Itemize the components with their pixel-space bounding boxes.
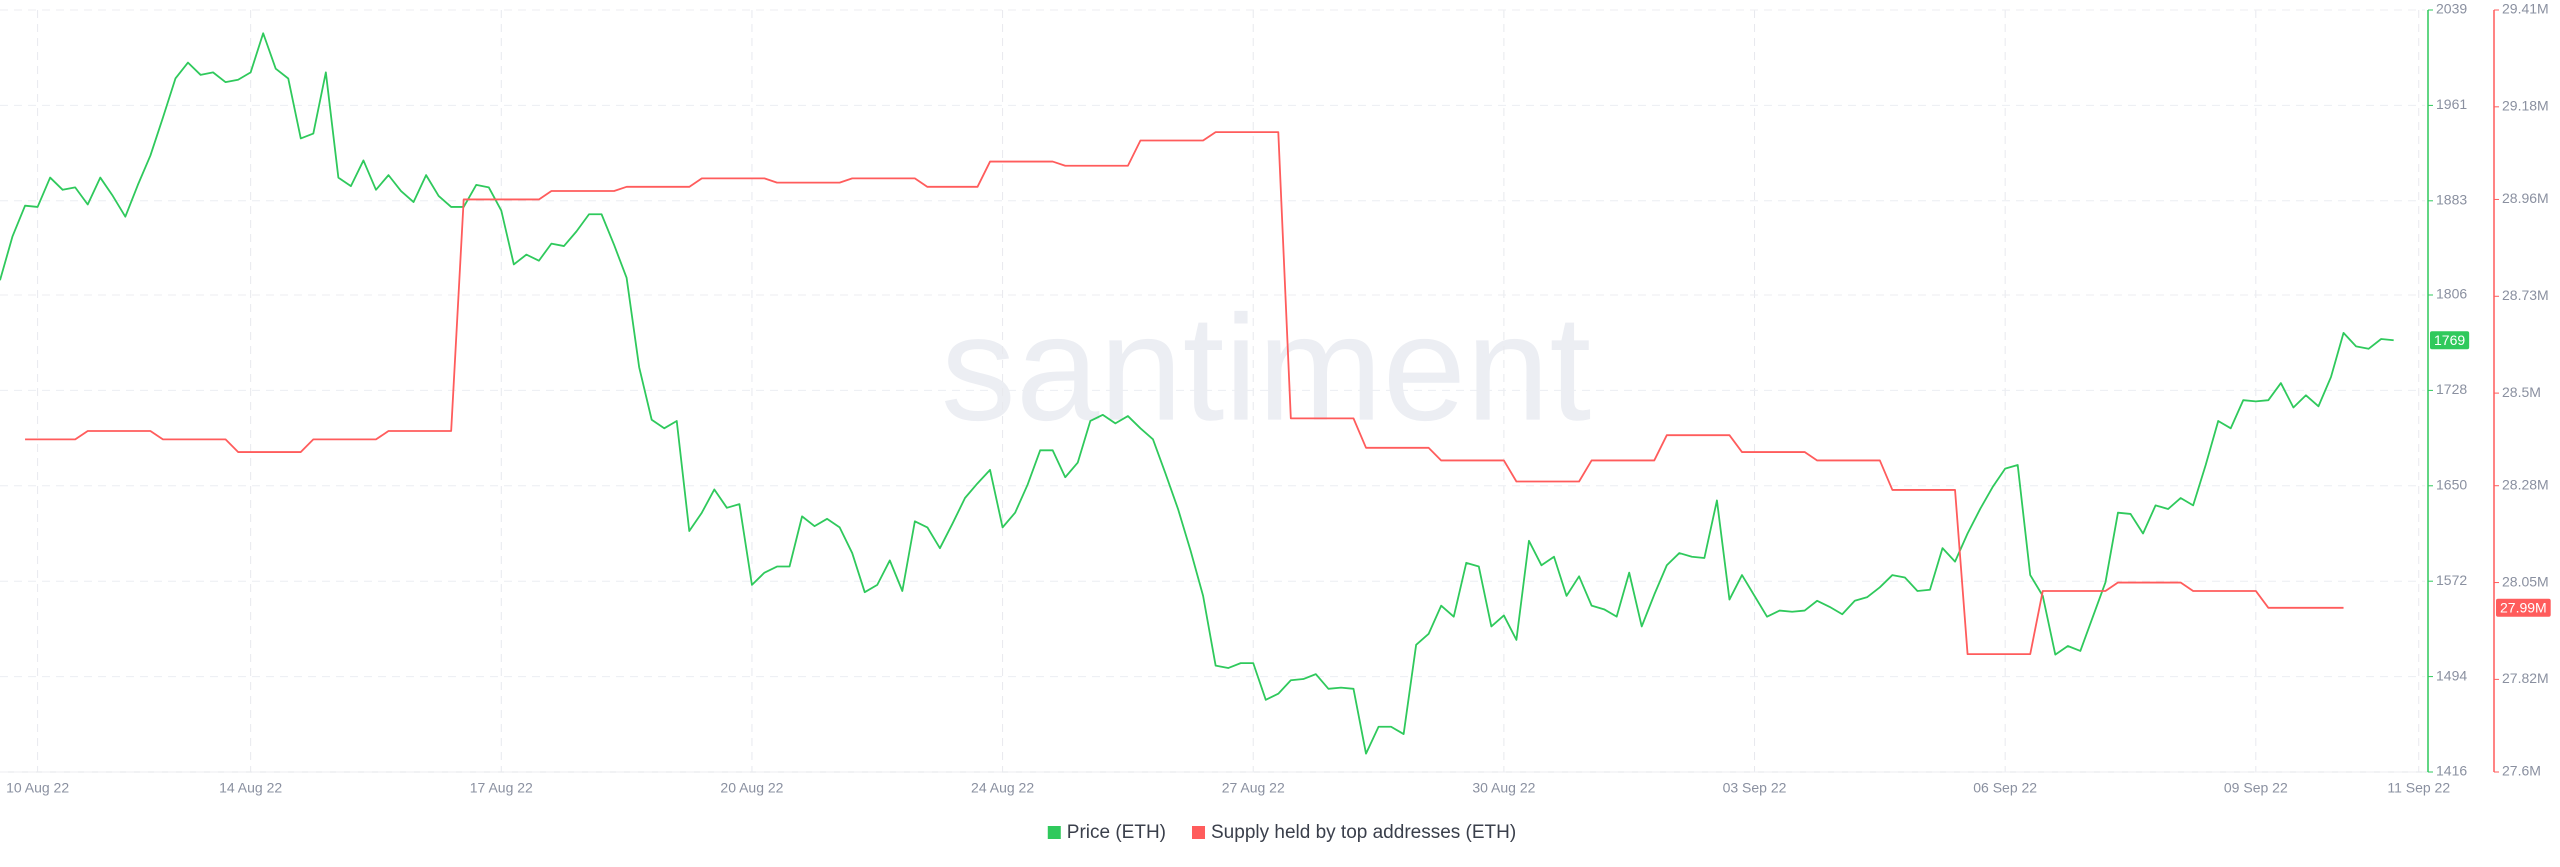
badge-label: 1769 (2434, 332, 2465, 348)
badge-bg (2496, 598, 2551, 617)
y-tick-label: 1572 (2436, 572, 2467, 588)
y2-tick-label: 28.73M (2502, 287, 2549, 303)
x-tick-label: 11 Sep 22 (2387, 780, 2450, 796)
y-tick-label: 2039 (2436, 1, 2467, 17)
series-line (25, 131, 2344, 656)
x-tick-label: 30 Aug 22 (1472, 780, 1535, 796)
legend: Price (ETH) Supply held by top addresses … (1047, 822, 1516, 843)
series-line (0, 32, 2394, 755)
y2-tick-label: 28.96M (2502, 190, 2549, 206)
legend-item: Price (ETH) (1047, 822, 1166, 843)
y2-tick-label: 29.18M (2502, 98, 2549, 114)
y2-tick-label: 28.05M (2502, 573, 2549, 589)
x-tick-label: 27 Aug 22 (1222, 780, 1285, 796)
x-tick-label: 10 Aug 22 (6, 780, 69, 796)
x-tick-label: 24 Aug 22 (971, 780, 1034, 796)
y-tick-label: 1650 (2436, 476, 2467, 492)
y2-tick-label: 28.5M (2502, 384, 2541, 400)
legend-swatch (1047, 826, 1061, 839)
y2-tick-label: 29.41M (2502, 1, 2549, 17)
x-tick-label: 06 Sep 22 (1973, 780, 2037, 796)
legend-swatch (1192, 826, 1206, 839)
x-tick-label: 09 Sep 22 (2224, 780, 2288, 796)
y-tick-label: 1883 (2436, 192, 2467, 208)
last-value-badge: 1769 (2430, 331, 2470, 350)
legend-label: Supply held by top addresses (ETH) (1211, 822, 1516, 843)
watermark: santiment (941, 284, 1591, 452)
y-tick-label: 1728 (2436, 381, 2467, 397)
y-tick-label: 1416 (2436, 763, 2467, 779)
legend-item: Supply held by top addresses (ETH) (1192, 822, 1516, 843)
y2-tick-label: 27.82M (2502, 670, 2549, 686)
x-tick-label: 14 Aug 22 (219, 780, 282, 796)
x-tick-label: 17 Aug 22 (470, 780, 533, 796)
last-value-badge: 27.99M (2496, 598, 2551, 617)
badge-label: 27.99M (2500, 600, 2547, 616)
y-tick-label: 1494 (2436, 667, 2467, 683)
y2-tick-label: 28.28M (2502, 476, 2549, 492)
y-tick-label: 1961 (2436, 96, 2467, 112)
legend-label: Price (ETH) (1067, 822, 1166, 843)
x-tick-label: 03 Sep 22 (1723, 780, 1787, 796)
x-tick-label: 20 Aug 22 (720, 780, 783, 796)
y-tick-label: 1806 (2436, 286, 2467, 302)
y2-tick-label: 27.6M (2502, 763, 2541, 779)
badge-bg (2430, 331, 2470, 350)
